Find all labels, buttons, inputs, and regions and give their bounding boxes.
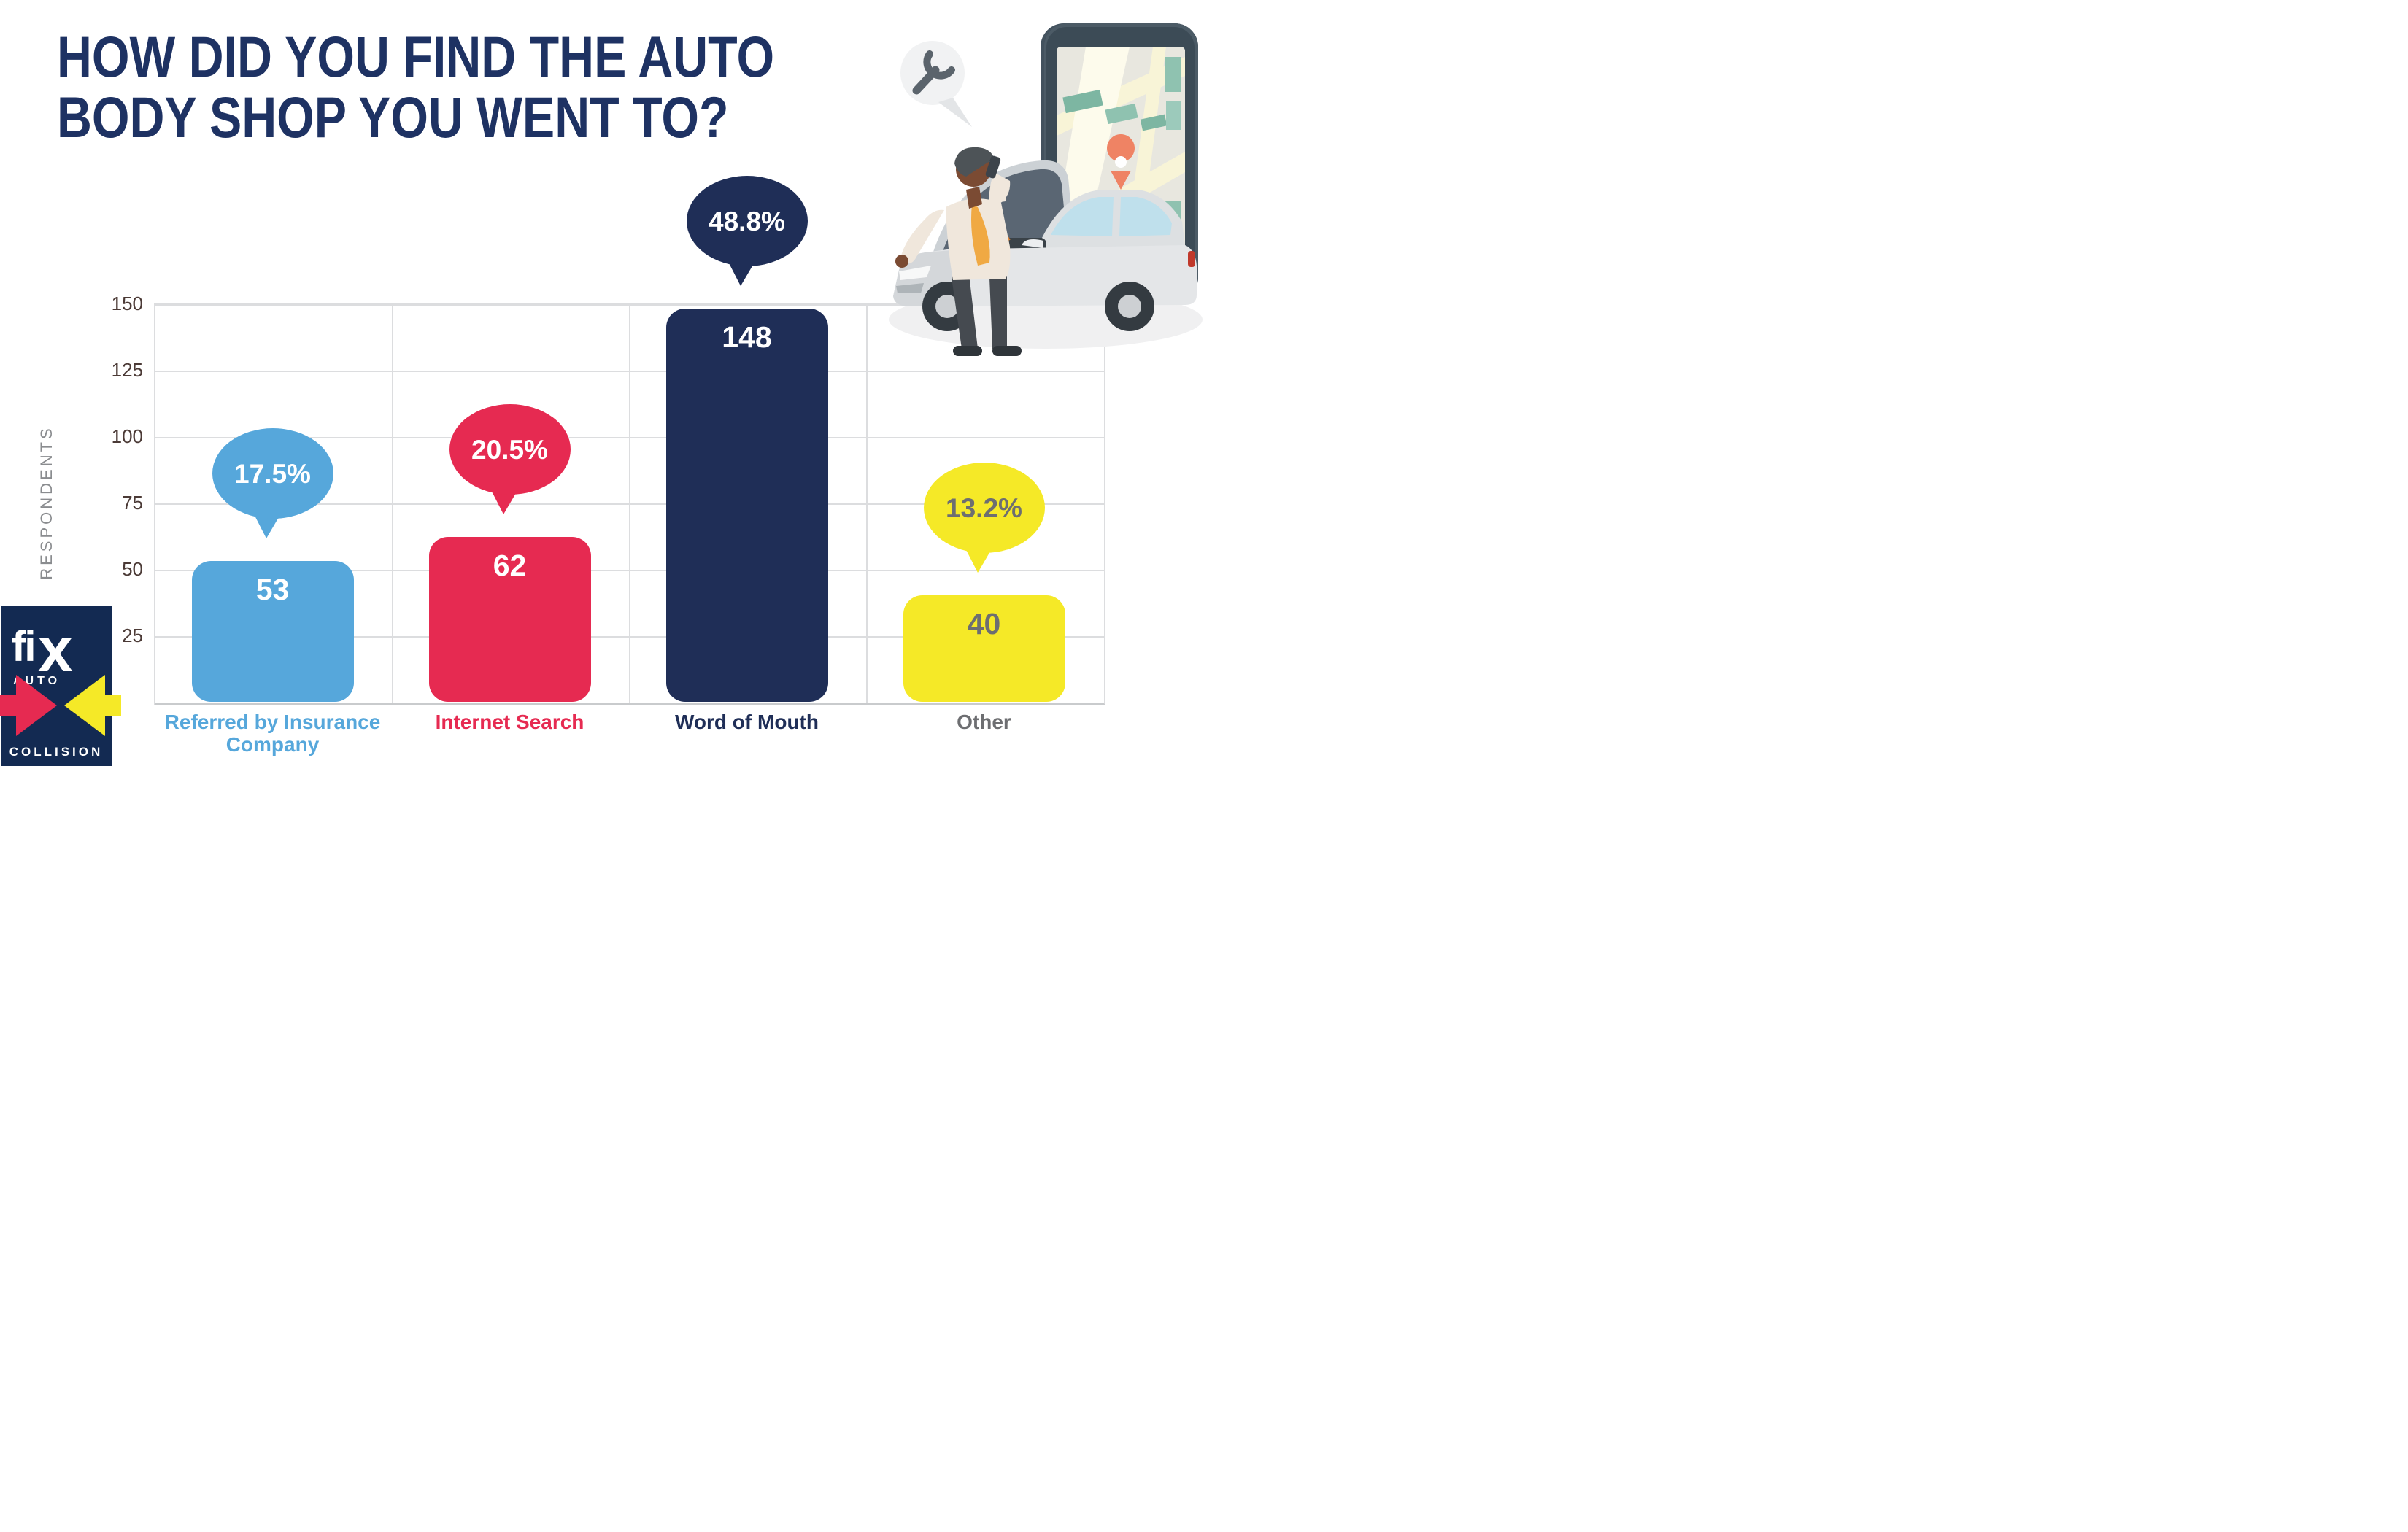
percent-label: 20.5% (471, 435, 548, 465)
logo-arrows (0, 675, 121, 736)
logo-brand-x: x (38, 615, 73, 685)
speech-bubble-shape (923, 463, 1045, 573)
gridline-x-3 (866, 305, 868, 703)
gridline-x-2 (629, 305, 630, 703)
category-label-other: Other (864, 711, 1105, 733)
bar-referred-by-insurance-company: 53 (191, 561, 354, 702)
bar-internet-search: 62 (428, 537, 591, 702)
speech-bubble-shape (686, 176, 808, 286)
category-label-line: Word of Mouth (675, 711, 819, 733)
percent-bubble-48.8%: 48.8% (685, 174, 809, 290)
logo-division: COLLISION (9, 745, 104, 759)
page-title-line1: HOW DID YOU FIND THE AUTO (57, 24, 775, 89)
y-tick-125: 125 (111, 359, 143, 381)
speech-bubble-shape (449, 404, 571, 514)
category-label-internet-search: Internet Search (390, 711, 630, 733)
percent-label: 17.5% (234, 459, 311, 489)
bar-value-label: 62 (493, 549, 527, 582)
category-label-line: Other (957, 711, 1011, 733)
wrench-speech-bubble-icon (900, 41, 972, 127)
bar-value-label: 148 (722, 320, 772, 354)
speech-bubble-shape (212, 428, 333, 538)
man-on-phone-icon (895, 147, 1022, 356)
fix-auto-collision-logo: fi x AUTO COLLISION (0, 606, 121, 766)
percent-bubble-17.5%: 17.5% (211, 427, 335, 542)
y-tick-50: 50 (122, 558, 143, 580)
bar-other: 40 (903, 595, 1065, 702)
category-label-word-of-mouth: Word of Mouth (627, 711, 868, 733)
percent-bubble-13.2%: 13.2% (922, 461, 1046, 576)
bar-value-label: 40 (967, 607, 1001, 641)
bar-value-label: 53 (255, 573, 290, 606)
gridline-x-1 (392, 305, 393, 703)
y-tick-25: 25 (122, 624, 143, 646)
auto-breakdown-illustration (889, 23, 1203, 356)
y-axis-label: RESPONDENTS (37, 425, 55, 580)
category-label-referred-by-insurance-company: Referred by Insurance Company (153, 711, 393, 756)
y-tick-100: 100 (111, 425, 143, 447)
page-title-line2: BODY SHOP YOU WENT TO? (57, 85, 729, 150)
bar-word-of-mouth: 148 (665, 309, 828, 702)
percent-label: 48.8% (709, 206, 785, 236)
percent-bubble-20.5%: 20.5% (448, 403, 572, 518)
category-label-line: Company (225, 733, 320, 756)
percent-label: 13.2% (946, 493, 1022, 523)
category-label-line: Referred by Insurance (164, 711, 381, 733)
car-wheel-rear (1105, 282, 1154, 331)
plot-area (154, 303, 1105, 705)
category-label-line: Internet Search (435, 711, 584, 733)
y-tick-75: 75 (122, 492, 143, 514)
logo-brand-text: fi (12, 623, 34, 670)
page-title: HOW DID YOU FIND THE AUTO BODY SHOP YOU … (57, 26, 774, 147)
infographic-canvas: HOW DID YOU FIND THE AUTO BODY SHOP YOU … (0, 0, 1204, 766)
location-pin-icon (1107, 134, 1135, 190)
y-tick-150: 150 (111, 293, 143, 314)
